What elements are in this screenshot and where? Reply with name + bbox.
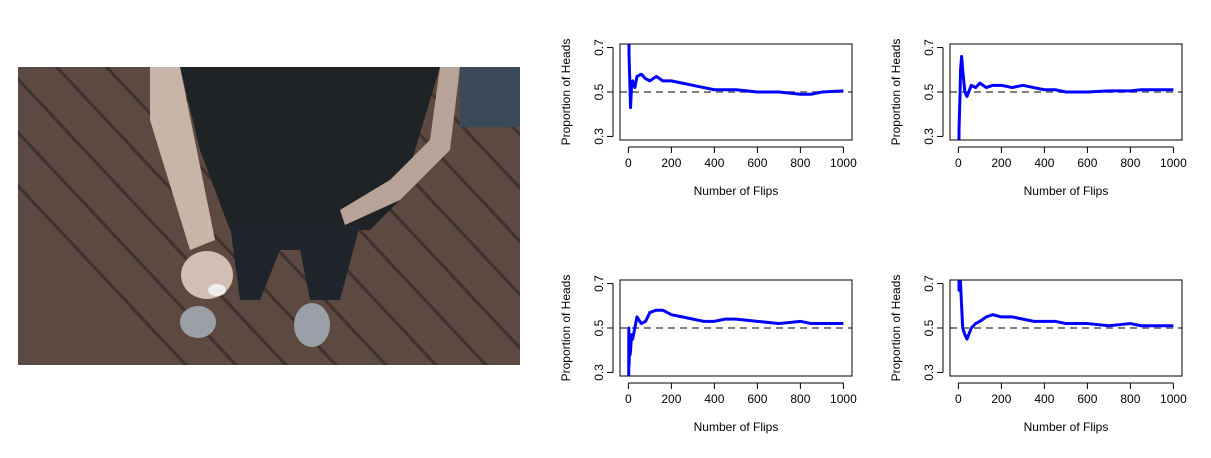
- data-line: [957, 280, 1174, 341]
- y-axis-label: Proportion of Heads: [889, 275, 903, 382]
- x-axis-label: Number of Flips: [694, 184, 779, 198]
- y-tick-label: 0.3: [922, 128, 936, 145]
- x-tick-label: 1000: [1160, 392, 1187, 406]
- line-chart: 0 200 400 600 800 1000 0.3 0.5 0.7 Number of Flip…: [559, 39, 857, 198]
- y-axis-label: Proportion of Heads: [559, 275, 573, 382]
- x-axis-label: Number of Flips: [1024, 184, 1109, 198]
- x-tick-label: 200: [661, 392, 681, 406]
- x-tick-label: 600: [1077, 392, 1097, 406]
- y-tick-label: 0.7: [922, 39, 936, 56]
- plot-box: [619, 43, 853, 141]
- x-tick-label: 600: [747, 156, 767, 170]
- x-tick-label: 400: [704, 392, 724, 406]
- x-tick-label: 200: [991, 156, 1011, 170]
- x-tick-label: 600: [1077, 156, 1097, 170]
- y-tick-label: 0.3: [922, 364, 936, 381]
- y-tick-label: 0.5: [922, 83, 936, 100]
- plot-box: [949, 279, 1183, 377]
- charts: 0 200 400 600 800 1000 0.3 0.5 0.7 Number of Flip…: [559, 39, 1187, 434]
- plot-box: [619, 279, 853, 377]
- y-tick-label: 0.3: [592, 128, 606, 145]
- y-tick-label: 0.7: [922, 275, 936, 292]
- photo: [18, 67, 520, 365]
- y-tick-label: 0.7: [592, 39, 606, 56]
- x-tick-label: 200: [991, 392, 1011, 406]
- x-tick-label: 0: [955, 392, 962, 406]
- x-tick-label: 600: [747, 392, 767, 406]
- y-tick-label: 0.3: [592, 364, 606, 381]
- data-line: [627, 308, 844, 376]
- y-tick-label: 0.5: [922, 319, 936, 336]
- data-line: [957, 54, 1174, 140]
- y-axis-label: Proportion of Heads: [559, 39, 573, 146]
- line-chart: 0 200 400 600 800 1000 0.3 0.5 0.7 Number of Flip…: [889, 39, 1187, 198]
- plot-box: [949, 43, 1183, 141]
- x-tick-label: 200: [661, 156, 681, 170]
- y-axis-label: Proportion of Heads: [889, 39, 903, 146]
- line-chart: 0 200 400 600 800 1000 0.3 0.5 0.7 Number of Flip…: [889, 275, 1187, 434]
- x-tick-label: 800: [1120, 156, 1140, 170]
- x-tick-label: 0: [955, 156, 962, 170]
- x-tick-label: 400: [704, 156, 724, 170]
- y-tick-label: 0.5: [592, 83, 606, 100]
- x-axis-label: Number of Flips: [694, 420, 779, 434]
- y-tick-label: 0.5: [592, 319, 606, 336]
- x-tick-label: 400: [1034, 156, 1054, 170]
- x-tick-label: 800: [790, 156, 810, 170]
- x-axis-label: Number of Flips: [1024, 420, 1109, 434]
- x-tick-label: 1000: [1160, 156, 1187, 170]
- x-tick-label: 0: [625, 156, 632, 170]
- x-tick-label: 0: [625, 392, 632, 406]
- x-tick-label: 800: [1120, 392, 1140, 406]
- y-tick-label: 0.7: [592, 275, 606, 292]
- line-chart: 0 200 400 600 800 1000 0.3 0.5 0.7 Number of Flip…: [559, 275, 857, 434]
- x-tick-label: 400: [1034, 392, 1054, 406]
- x-tick-label: 800: [790, 392, 810, 406]
- x-tick-label: 1000: [830, 392, 857, 406]
- x-tick-label: 1000: [830, 156, 857, 170]
- data-line: [627, 44, 844, 110]
